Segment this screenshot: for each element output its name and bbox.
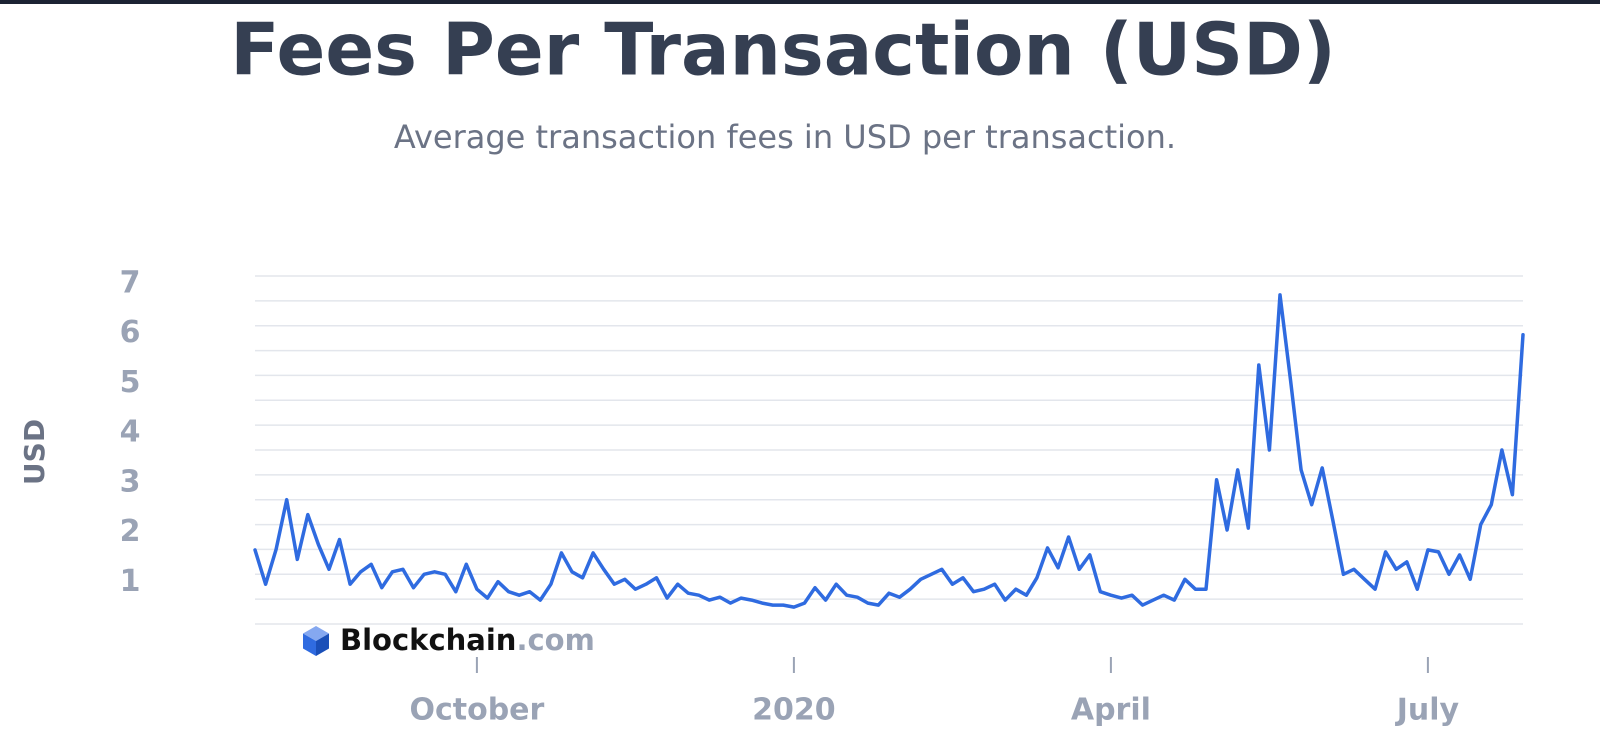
y-tick-label: 7 xyxy=(120,266,141,301)
grid xyxy=(255,275,1523,625)
y-tick-label: 3 xyxy=(120,464,141,499)
chart-title: Fees Per Transaction (USD) xyxy=(230,8,1336,92)
y-tick-label: 1 xyxy=(120,564,141,599)
watermark-domain: .com xyxy=(516,623,594,657)
x-tick-label: April xyxy=(1071,693,1151,728)
watermark-text: Blockchain.com xyxy=(340,623,595,657)
watermark-brand: Blockchain xyxy=(340,623,516,657)
x-tick-label: 2020 xyxy=(752,693,836,728)
y-tick-label: 2 xyxy=(120,514,141,549)
plot xyxy=(253,293,1525,609)
y-tick-label: 5 xyxy=(120,365,141,400)
top-bar xyxy=(0,0,1600,4)
y-tick-label: 4 xyxy=(120,415,141,450)
watermark: Blockchain.com xyxy=(303,623,595,657)
y-tick-label: 6 xyxy=(120,315,141,350)
data-line xyxy=(253,293,1525,609)
x-tick-label: October xyxy=(409,693,544,728)
watermark-logo xyxy=(303,626,329,656)
x-tick-label: July xyxy=(1395,693,1460,728)
chart-subtitle: Average transaction fees in USD per tran… xyxy=(394,118,1176,156)
y-axis-label: USD xyxy=(18,419,51,485)
